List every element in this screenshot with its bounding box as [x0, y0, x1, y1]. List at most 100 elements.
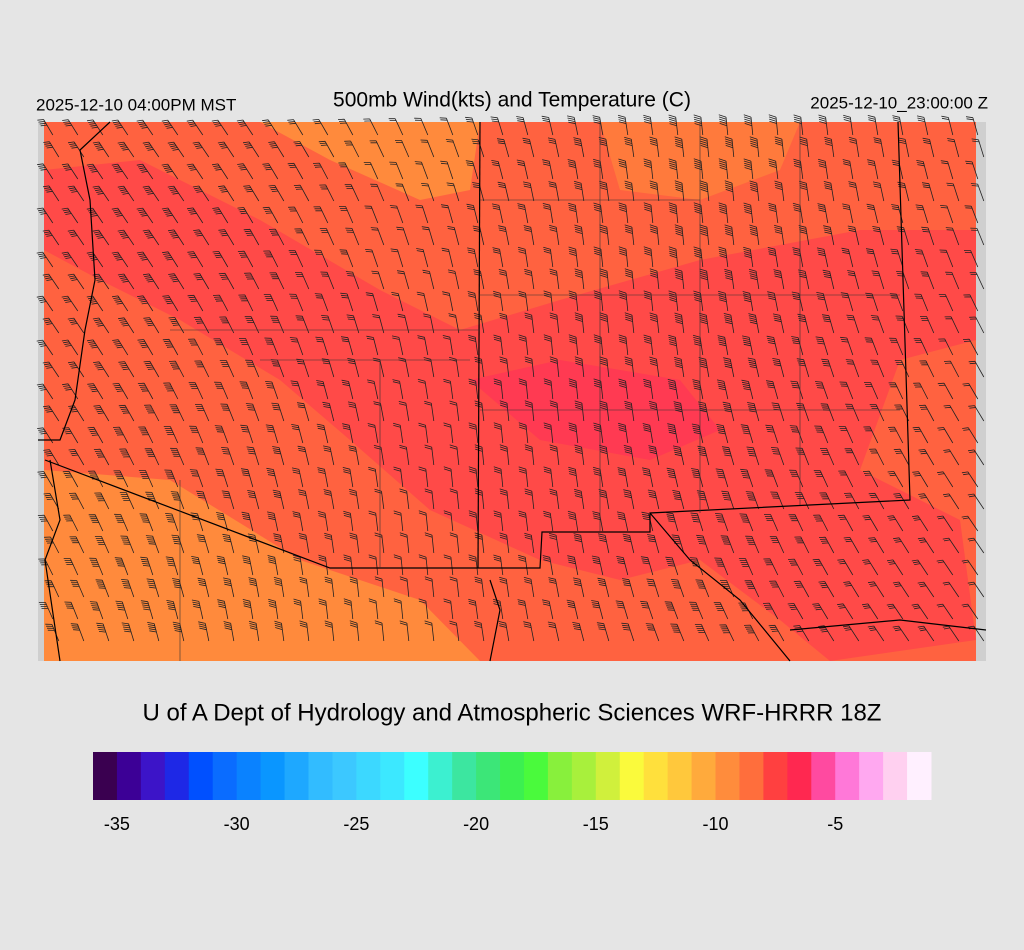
wind-barb	[37, 163, 54, 180]
wind-barb	[219, 316, 235, 334]
wind-barb	[324, 620, 335, 642]
wind-barb	[214, 381, 229, 400]
wind-barb	[842, 625, 860, 642]
wind-barb	[697, 445, 710, 466]
colorbar-swatch	[739, 752, 764, 800]
wind-barb	[947, 138, 960, 158]
wind-barb	[773, 269, 785, 290]
wind-barb	[693, 246, 704, 268]
wind-barb	[167, 229, 185, 246]
wind-barb	[391, 335, 404, 356]
wind-barb	[321, 315, 335, 334]
wind-barb	[499, 312, 510, 334]
wind-barb	[524, 444, 535, 466]
wind-barb	[816, 247, 829, 268]
wind-barb	[415, 204, 429, 224]
wind-barb	[798, 269, 810, 290]
wind-barb	[862, 559, 879, 576]
colorbar-swatch	[883, 752, 908, 800]
wind-barb	[770, 447, 785, 466]
wind-barb	[212, 251, 229, 268]
wind-barb	[368, 466, 379, 488]
wind-barb	[939, 249, 954, 268]
wind-barb	[913, 382, 929, 400]
wind-barb	[294, 272, 310, 290]
wind-barb	[139, 513, 154, 532]
wind-barb	[764, 469, 779, 488]
wind-barb	[493, 378, 504, 400]
wind-barb	[161, 119, 179, 136]
wind-barb	[749, 224, 760, 246]
wind-barb	[343, 554, 354, 576]
wind-barb	[192, 185, 210, 202]
wind-barb	[195, 447, 210, 466]
wind-barb	[42, 229, 60, 246]
wind-barb	[915, 204, 929, 224]
wind-barb	[42, 185, 60, 202]
wind-barb	[417, 335, 429, 356]
wind-barb	[919, 316, 935, 334]
wind-barb	[765, 380, 779, 400]
wind-barb	[716, 424, 729, 444]
colorbar-swatch	[308, 752, 333, 800]
wind-barb	[693, 158, 704, 180]
wind-barb	[692, 334, 704, 356]
wind-barb	[468, 334, 479, 356]
wind-barb	[871, 270, 885, 290]
wind-barb	[449, 444, 460, 466]
wind-barb	[567, 115, 579, 136]
wind-barb	[720, 535, 735, 554]
wind-barb	[70, 623, 85, 642]
wind-barb	[695, 579, 710, 598]
wind-barb	[418, 510, 429, 532]
wind-barb	[674, 136, 685, 158]
wind-barb	[468, 510, 479, 532]
wind-barb	[670, 623, 685, 642]
colorbar-swatch	[332, 752, 357, 800]
wind-barb	[517, 554, 529, 576]
wind-barb	[769, 580, 785, 598]
wind-barb	[518, 510, 529, 532]
wind-barb	[917, 581, 935, 598]
wind-barb	[843, 492, 860, 510]
wind-barb	[492, 290, 504, 312]
wind-barb	[592, 466, 604, 488]
wind-barb	[324, 532, 335, 554]
wind-barb	[62, 427, 79, 444]
wind-barb	[898, 137, 910, 158]
wind-barb	[718, 202, 729, 224]
wind-barb	[421, 226, 435, 246]
wind-barb	[598, 533, 610, 554]
wind-barb	[395, 183, 410, 202]
wind-barb	[170, 491, 185, 510]
wind-barb	[921, 182, 935, 202]
wind-barb	[643, 290, 654, 312]
wind-barb	[543, 466, 554, 488]
wind-barb	[768, 114, 779, 136]
wind-barb	[188, 382, 204, 400]
wind-barb	[272, 489, 285, 510]
wind-barb	[940, 160, 954, 180]
wind-barb	[699, 268, 710, 290]
wind-barb	[240, 424, 254, 444]
wind-barb	[741, 379, 754, 400]
wind-barb	[137, 295, 154, 312]
wind-barb	[543, 246, 554, 268]
wind-barb	[818, 114, 829, 136]
wind-barb	[62, 470, 79, 488]
wind-barb	[768, 202, 779, 224]
wind-barb	[244, 272, 260, 290]
wind-barb	[468, 422, 479, 444]
wind-barb	[268, 141, 285, 158]
wind-barb	[911, 515, 929, 532]
wind-barb	[63, 514, 79, 532]
border	[789, 619, 987, 631]
wind-barb	[719, 624, 735, 642]
wind-barb	[847, 225, 860, 246]
wind-barb	[938, 338, 954, 356]
wind-barb	[70, 579, 85, 598]
wind-barb	[967, 493, 985, 510]
wind-barb	[162, 338, 179, 356]
wind-barb	[942, 625, 960, 642]
wind-barb	[416, 291, 429, 312]
